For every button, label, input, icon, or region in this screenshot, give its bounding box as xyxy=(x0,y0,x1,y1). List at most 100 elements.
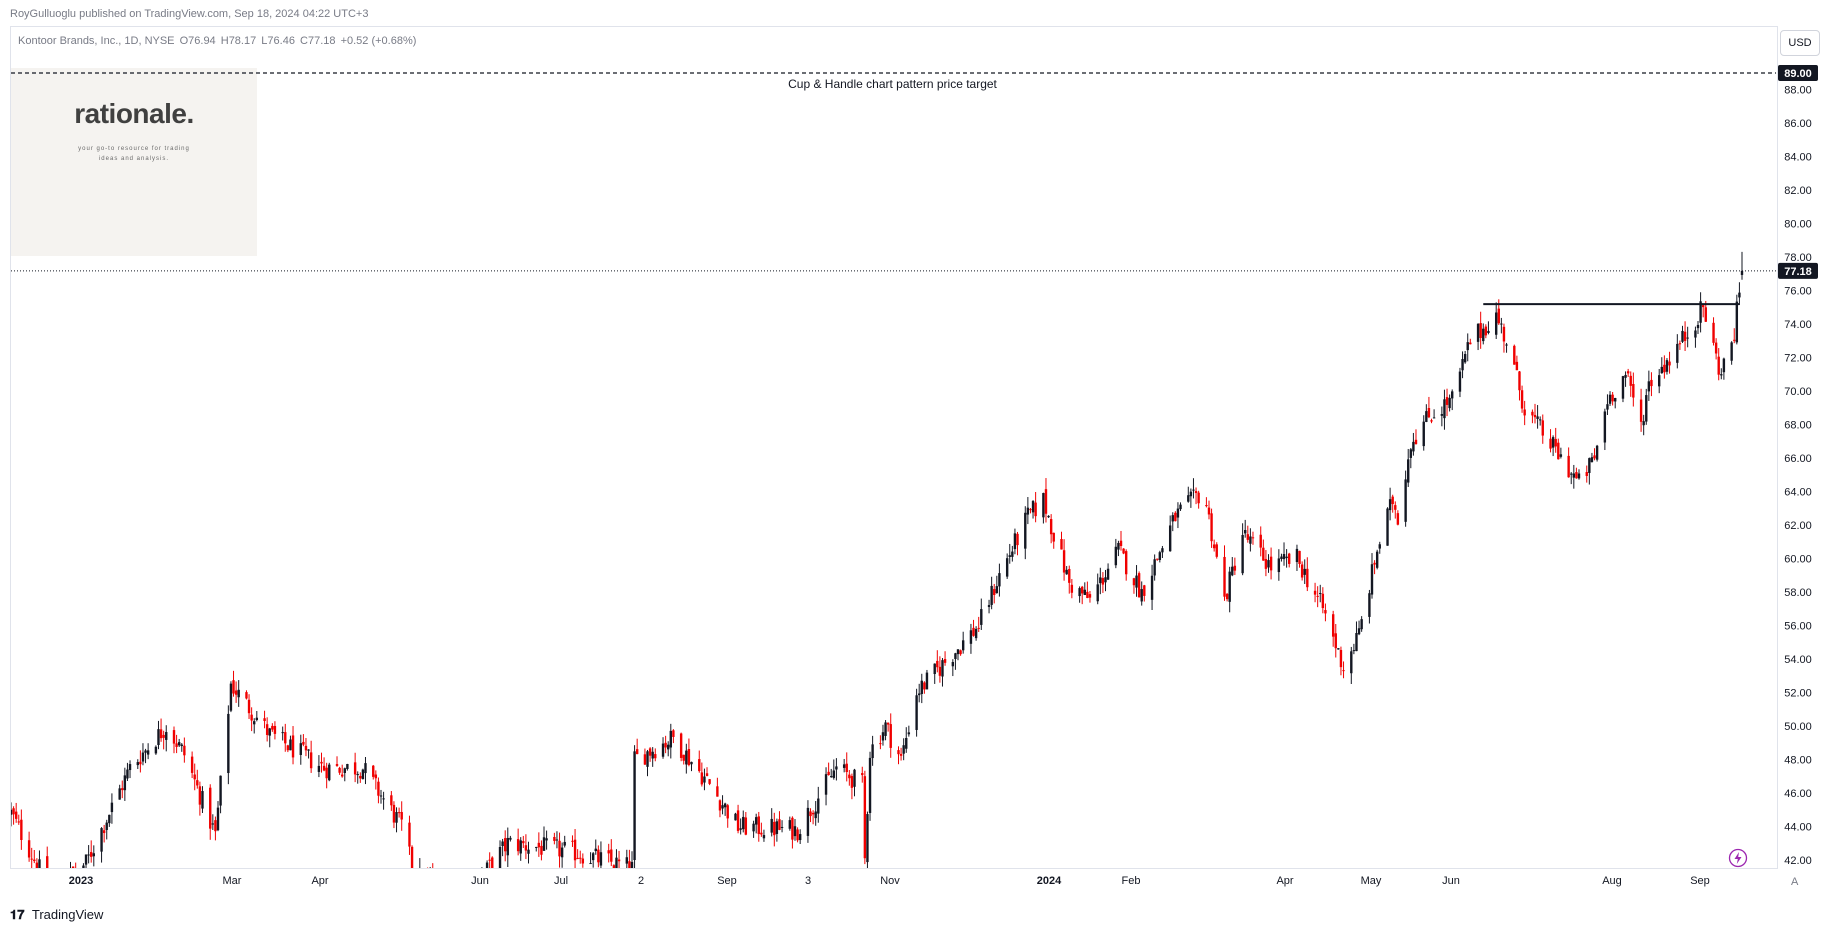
candle-body xyxy=(954,653,957,659)
candle-body xyxy=(198,786,202,805)
candle-body xyxy=(1624,374,1627,378)
candle xyxy=(573,829,577,868)
candle-body xyxy=(897,750,900,755)
candle xyxy=(193,763,196,791)
candle xyxy=(1342,661,1345,679)
candle xyxy=(716,777,719,797)
target-annotation[interactable]: Cup & Handle chart pattern price target xyxy=(788,77,997,91)
candle-body xyxy=(1008,555,1011,557)
candle xyxy=(679,732,683,762)
tradingview-brand[interactable]: 𝟏𝟕 TradingView xyxy=(10,907,103,923)
price-tick-label: 64.00 xyxy=(1784,487,1812,499)
candle xyxy=(1168,515,1172,552)
candle xyxy=(1676,334,1679,369)
candle xyxy=(1476,323,1480,351)
candle xyxy=(661,737,665,759)
candle xyxy=(708,778,711,786)
candle-body xyxy=(1267,560,1270,568)
candle xyxy=(1156,558,1159,561)
candle-body xyxy=(1712,322,1715,343)
candle-body xyxy=(917,693,921,696)
lightning-icon[interactable] xyxy=(1728,848,1748,868)
candle-body xyxy=(175,743,178,747)
candle xyxy=(814,801,817,826)
candle-body xyxy=(1047,515,1050,518)
candle xyxy=(102,824,106,843)
candle xyxy=(1282,542,1286,566)
candle xyxy=(788,816,792,831)
candle-body xyxy=(82,865,85,868)
candle xyxy=(1735,294,1739,345)
candle-body xyxy=(654,754,657,759)
candle-body xyxy=(1533,414,1537,418)
candle-body xyxy=(1207,507,1211,515)
candle xyxy=(284,723,287,752)
candle xyxy=(123,767,127,801)
candle xyxy=(1370,553,1374,599)
price-tick-label: 60.00 xyxy=(1784,554,1812,566)
candle xyxy=(1285,549,1288,568)
candle-body xyxy=(752,823,755,832)
symbol-title[interactable]: Kontoor Brands, Inc., 1D, NYSE xyxy=(18,35,175,47)
candle-body xyxy=(1132,578,1136,586)
candle-body xyxy=(672,730,675,737)
currency-button[interactable]: USD xyxy=(1780,30,1820,56)
candle-body xyxy=(1168,525,1172,552)
candle xyxy=(1137,571,1141,598)
candle xyxy=(723,802,727,816)
candle xyxy=(558,832,561,868)
candle-body xyxy=(679,733,683,758)
candle xyxy=(648,747,652,762)
candle-body xyxy=(535,846,538,848)
candle-body xyxy=(558,840,561,857)
candle xyxy=(27,831,31,862)
candle xyxy=(1487,321,1490,335)
candle-body xyxy=(317,765,321,772)
candle-body xyxy=(1409,449,1413,458)
candle xyxy=(1277,549,1281,581)
candle xyxy=(146,743,150,760)
price-tick-label: 70.00 xyxy=(1784,386,1812,398)
candle xyxy=(1306,557,1309,592)
candle-body xyxy=(990,585,993,605)
candle-body xyxy=(1049,519,1053,535)
candle-body xyxy=(995,586,999,594)
candle-body xyxy=(340,774,344,777)
candle xyxy=(1717,348,1720,381)
candle-body xyxy=(1277,558,1281,573)
candle-body xyxy=(560,847,564,858)
candle-body xyxy=(879,743,882,745)
chart-pane[interactable] xyxy=(10,26,1778,869)
candle-body xyxy=(899,753,903,756)
candle xyxy=(1259,526,1262,557)
candle xyxy=(382,791,385,810)
candle-body xyxy=(1432,417,1436,419)
candle-body xyxy=(943,659,947,663)
candle xyxy=(498,840,502,868)
candle xyxy=(1324,603,1327,622)
price-tick-label: 66.00 xyxy=(1784,453,1812,465)
candle xyxy=(886,722,890,732)
candle-body xyxy=(343,768,346,774)
candle-body xyxy=(1052,532,1055,542)
candle-body xyxy=(255,717,259,720)
candle-body xyxy=(1699,301,1702,323)
candle xyxy=(560,842,564,868)
candle-body xyxy=(863,776,867,859)
price-tick-label: 74.00 xyxy=(1784,319,1812,331)
candle xyxy=(884,720,887,741)
candle-body xyxy=(1642,421,1645,426)
candle xyxy=(1267,554,1270,573)
candle xyxy=(1660,357,1663,374)
candle-body xyxy=(969,630,973,644)
candle xyxy=(879,735,882,750)
candle xyxy=(775,818,779,842)
candle-body xyxy=(850,776,854,788)
candle-body xyxy=(1683,331,1687,341)
candle xyxy=(1722,357,1726,380)
candle xyxy=(943,651,947,666)
candle xyxy=(987,599,991,614)
candle-body xyxy=(1088,594,1092,598)
auto-scale-button[interactable]: A xyxy=(1791,876,1799,888)
candle xyxy=(82,863,85,868)
